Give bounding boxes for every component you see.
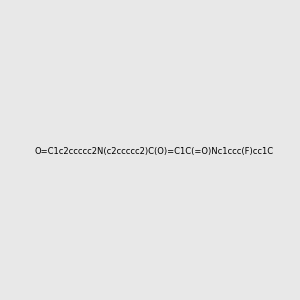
Text: O=C1c2ccccc2N(c2ccccc2)C(O)=C1C(=O)Nc1ccc(F)cc1C: O=C1c2ccccc2N(c2ccccc2)C(O)=C1C(=O)Nc1cc… xyxy=(34,147,273,156)
